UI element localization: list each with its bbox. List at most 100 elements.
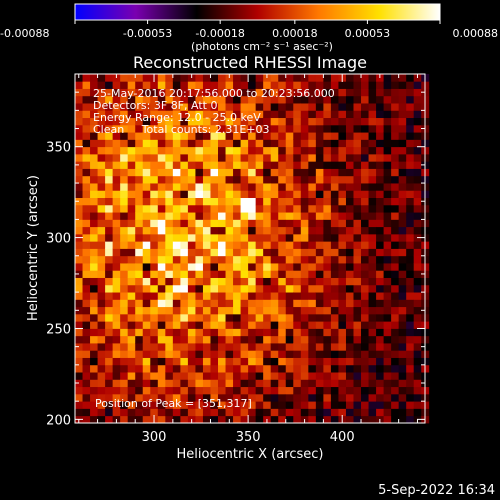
heatmap-cell [285, 263, 294, 271]
heatmap-cell [263, 95, 272, 104]
heatmap-cell [383, 372, 392, 380]
heatmap-cell [330, 292, 339, 300]
heatmap-cell [285, 299, 294, 308]
heatmap-cell [142, 241, 151, 249]
heatmap-cell [413, 183, 422, 191]
heatmap-cell [142, 168, 151, 177]
heatmap-cell [233, 233, 241, 242]
heatmap-cell [345, 226, 354, 235]
heatmap-cell [338, 212, 347, 220]
heatmap-cell [330, 270, 339, 278]
heatmap-cell [157, 183, 166, 191]
heatmap-cell [210, 212, 219, 220]
heatmap-cell [338, 153, 347, 162]
heatmap-cell [308, 335, 317, 344]
heatmap-cell [150, 241, 159, 249]
heatmap-cell [383, 277, 392, 286]
heatmap-cell [210, 88, 219, 97]
heatmap-cell [293, 393, 302, 402]
heatmap-cell [315, 401, 324, 409]
heatmap-cell [120, 350, 129, 358]
heatmap-cell [172, 124, 181, 133]
heatmap-cell [210, 103, 219, 111]
heatmap-cell [413, 386, 422, 395]
heatmap-cell [187, 146, 196, 155]
heatmap-cell [285, 204, 294, 213]
heatmap-cell [135, 190, 144, 198]
heatmap-cell [187, 299, 196, 308]
heatmap-cell [255, 350, 264, 358]
heatmap-cell [165, 321, 174, 329]
heatmap-cell [150, 284, 159, 293]
heatmap-cell [353, 124, 362, 133]
heatmap-cell [157, 103, 166, 111]
heatmap-cell [233, 153, 241, 162]
annotation-peak-position: Position of Peak = [351,317] [95, 397, 252, 410]
heatmap-cell [330, 321, 339, 329]
heatmap-cell [263, 161, 272, 169]
heatmap-cell [285, 401, 294, 409]
heatmap-cell [233, 139, 241, 148]
heatmap-cell [278, 415, 287, 424]
heatmap-cell [330, 415, 339, 424]
heatmap-cell [210, 263, 219, 271]
heatmap-cell [165, 328, 174, 337]
heatmap-cell [187, 95, 196, 104]
heatmap-cell [285, 379, 294, 388]
heatmap-cell [368, 408, 377, 417]
heatmap-cell [391, 343, 400, 351]
heatmap-cell [361, 233, 369, 242]
heatmap-cell [398, 110, 407, 119]
heatmap-cell [187, 103, 196, 111]
heatmap-cell [135, 372, 144, 380]
heatmap-cell [240, 153, 249, 162]
heatmap-cell [330, 233, 339, 242]
heatmap-cell [368, 255, 377, 264]
heatmap-cell [315, 248, 324, 257]
heatmap-cell [315, 328, 324, 337]
heatmap-cell [135, 379, 144, 388]
heatmap-cell [240, 284, 249, 293]
heatmap-cell [142, 248, 151, 257]
heatmap-cell [187, 212, 196, 220]
heatmap-cell [82, 95, 91, 104]
heatmap-cell [218, 372, 226, 380]
heatmap-cell [255, 204, 264, 213]
heatmap-cell [308, 132, 317, 140]
heatmap-cell [97, 357, 106, 366]
heatmap-cell [187, 161, 196, 169]
heatmap-cell [300, 183, 309, 191]
heatmap-cell [361, 146, 369, 155]
colorbar-tick-label: 0.00018 [272, 27, 318, 40]
heatmap-cell [210, 386, 219, 395]
heatmap-cell [338, 233, 347, 242]
heatmap-cell [105, 204, 114, 213]
heatmap-cell [240, 241, 249, 249]
heatmap-cell [218, 103, 226, 111]
heatmap-cell [97, 401, 106, 409]
heatmap-cell [90, 270, 98, 278]
heatmap-cell [172, 226, 181, 235]
heatmap-cell [142, 95, 151, 104]
heatmap-cell [263, 328, 272, 337]
heatmap-cell [172, 212, 181, 220]
heatmap-cell [120, 379, 129, 388]
heatmap-cell [187, 241, 196, 249]
heatmap-cell [135, 292, 144, 300]
heatmap-cell [172, 190, 181, 198]
heatmap-cell [413, 212, 422, 220]
heatmap-cell [233, 408, 241, 417]
heatmap-cell [157, 357, 166, 366]
heatmap-cell [368, 124, 377, 133]
heatmap-cell [248, 168, 257, 177]
heatmap-cell [75, 132, 83, 140]
heatmap-cell [248, 110, 257, 119]
heatmap-cell [323, 335, 332, 344]
heatmap-cell [127, 241, 136, 249]
heatmap-cell [142, 161, 151, 169]
heatmap-cell [195, 74, 204, 82]
heatmap-cell [127, 168, 136, 177]
heatmap-cell [112, 255, 121, 264]
heatmap-cell [172, 197, 181, 206]
heatmap-cell [361, 379, 369, 388]
